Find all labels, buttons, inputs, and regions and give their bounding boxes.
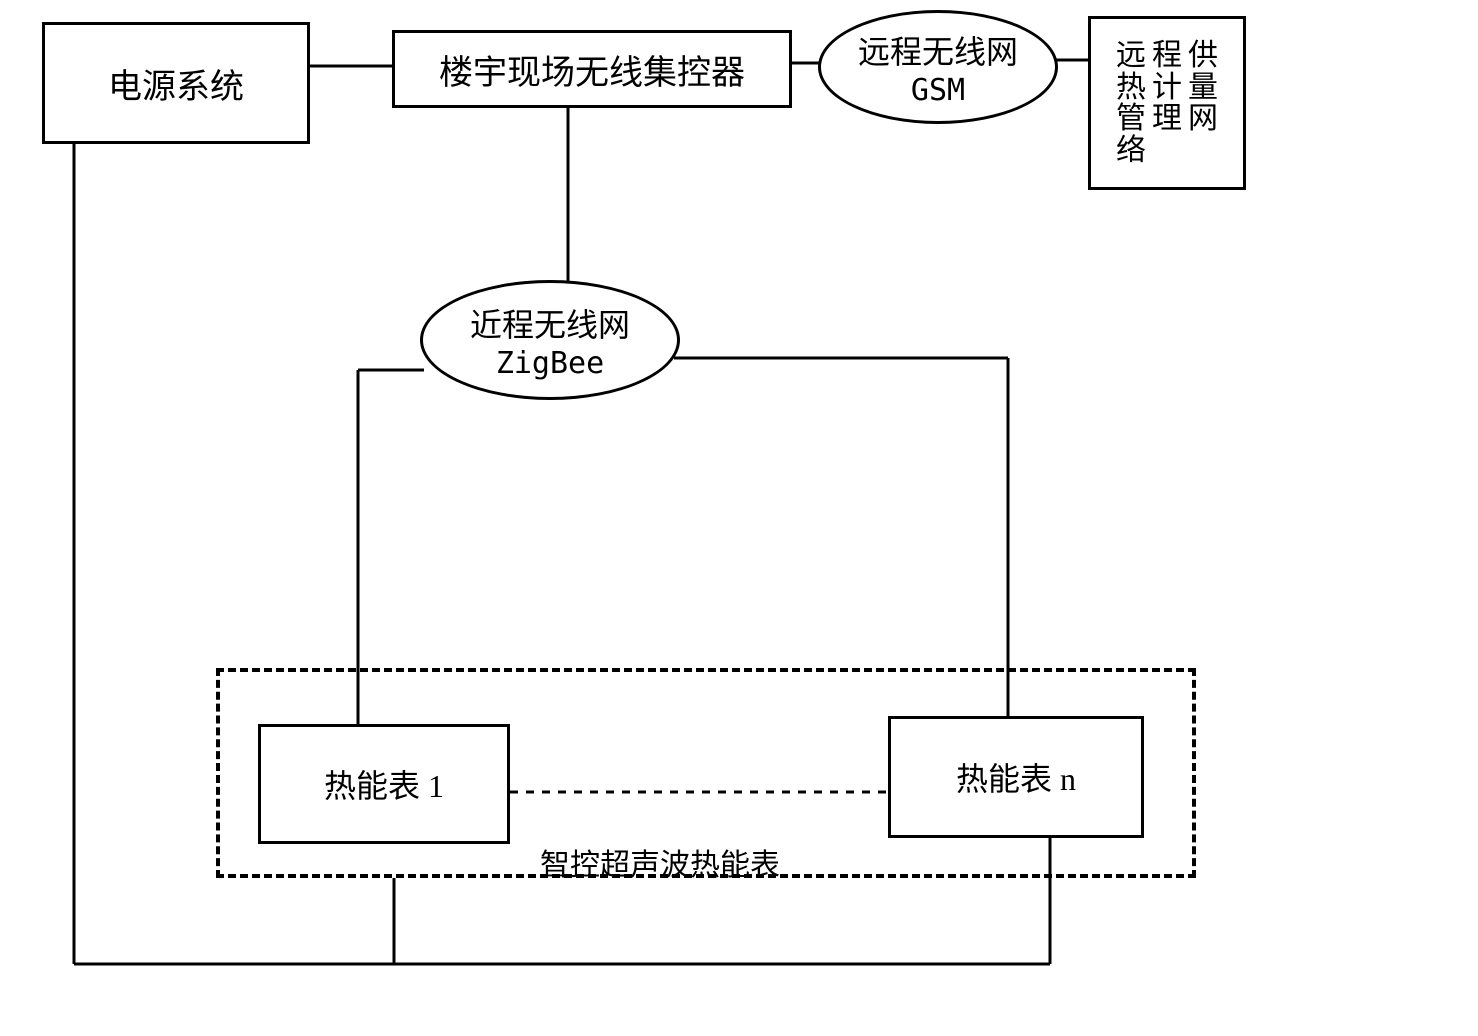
- mgmt-node: 远热管络 程计理 供量网: [1088, 16, 1246, 190]
- local-net-bottom: ZigBee: [496, 346, 604, 381]
- meter-n-node: 热能表 n: [888, 716, 1144, 838]
- mgmt-col-0: 远热管络: [1116, 40, 1146, 166]
- power-system-node: 电源系统: [42, 22, 310, 144]
- mgmt-col-2: 供量网: [1188, 40, 1218, 166]
- controller-label: 楼宇现场无线集控器: [439, 45, 745, 94]
- remote-net-top: 远程无线网: [858, 27, 1018, 73]
- local-net-top: 近程无线网: [470, 300, 630, 346]
- local-net-node: 近程无线网 ZigBee: [420, 280, 680, 400]
- power-system-label: 电源系统: [108, 59, 244, 108]
- mgmt-label: 远热管络 程计理 供量网: [1116, 40, 1218, 166]
- meter-group-label: 智控超声波热能表: [540, 840, 780, 884]
- controller-node: 楼宇现场无线集控器: [392, 30, 792, 108]
- meter-1-node: 热能表 1: [258, 724, 510, 844]
- meter-1-label: 热能表 1: [324, 761, 444, 807]
- remote-net-node: 远程无线网 GSM: [818, 10, 1058, 124]
- remote-net-bottom: GSM: [911, 73, 965, 108]
- meter-n-label: 热能表 n: [956, 754, 1076, 800]
- mgmt-col-1: 程计理: [1152, 40, 1182, 166]
